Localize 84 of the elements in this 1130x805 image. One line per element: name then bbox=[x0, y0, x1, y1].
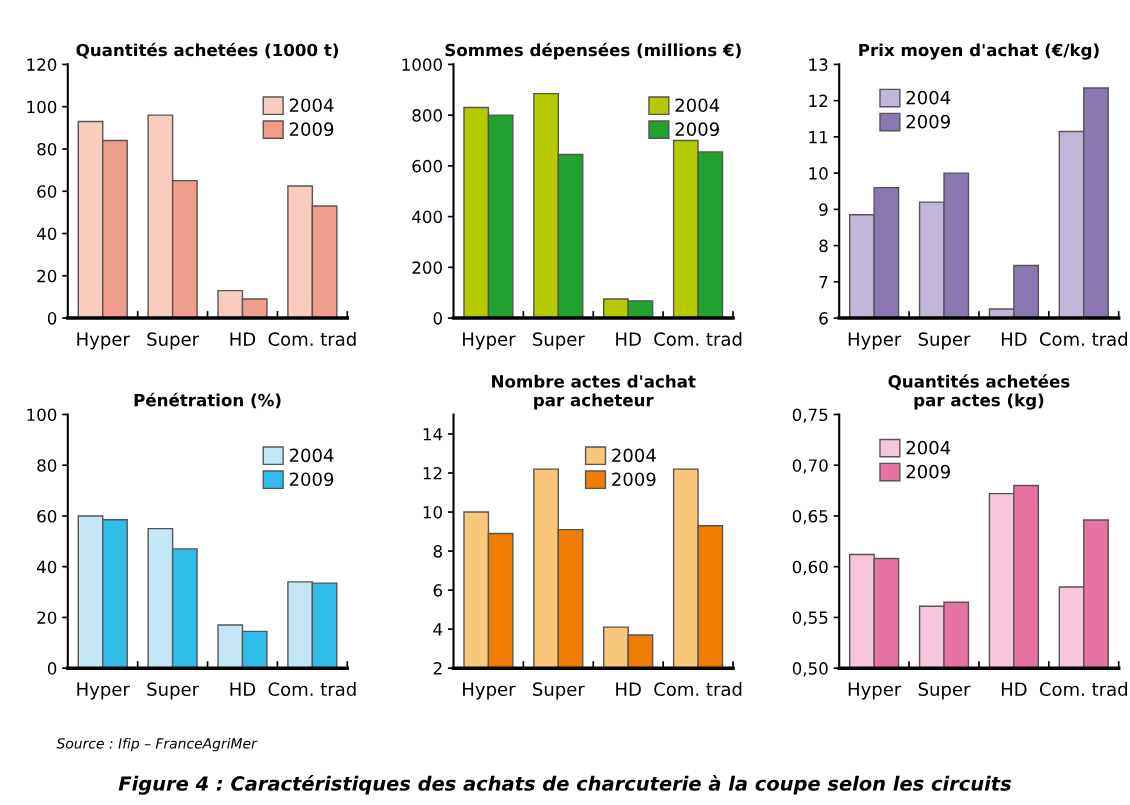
y-tick-label: 100 bbox=[27, 408, 57, 422]
y-tick-label: 1000 bbox=[402, 58, 442, 71]
y-tick-label: 8 bbox=[819, 239, 828, 253]
y-tick-label: 800 bbox=[412, 109, 442, 122]
legend-label: 2009 bbox=[906, 464, 950, 479]
y-tick-label: 0,55 bbox=[792, 611, 828, 626]
x-tick-label: Com. trad bbox=[268, 331, 356, 346]
x-tick-label: HD bbox=[230, 682, 256, 696]
y-tick-label: 10 bbox=[809, 167, 828, 180]
y-tick-label: 0 bbox=[47, 662, 57, 675]
legend-label: 2009 bbox=[289, 472, 334, 487]
x-tick-label: HD bbox=[1001, 332, 1027, 346]
x-tick-label: Hyper bbox=[77, 332, 130, 350]
y-tick-label: 0,70 bbox=[792, 459, 828, 474]
y-tick-label: 0,60 bbox=[792, 560, 828, 575]
y-tick-label: 100 bbox=[27, 100, 57, 114]
y-tick-label: 7 bbox=[819, 276, 828, 289]
chart-title: Quantités achetées (1000 t) bbox=[76, 42, 339, 59]
legend-label: 2004 bbox=[289, 98, 334, 113]
legend-label: 2009 bbox=[612, 472, 656, 487]
x-tick-label: Com. trad bbox=[654, 682, 742, 697]
y-tick-label: 120 bbox=[27, 58, 57, 71]
chart-title: Pénétration (%) bbox=[134, 392, 281, 409]
x-tick-label: Super bbox=[918, 332, 971, 350]
x-tick-label: Super bbox=[147, 332, 200, 350]
caption: Figure 4 : Caractéristiques des achats de charcuterie à la coupe selon les circuits bbox=[118, 775, 1011, 795]
chart-title: Prix moyen d'achat (€/kg) bbox=[859, 43, 1099, 60]
y-tick-label: 0 bbox=[47, 312, 57, 325]
y-tick-label: 60 bbox=[37, 509, 57, 523]
y-tick-label: 600 bbox=[412, 159, 442, 173]
x-tick-label: Super bbox=[533, 332, 585, 350]
y-tick-label: 60 bbox=[37, 185, 57, 198]
chart-title: Quantités achetées par actes (kg) bbox=[888, 374, 1070, 410]
x-tick-label: Com. trad bbox=[1039, 331, 1127, 346]
x-tick-label: Com. trad bbox=[654, 331, 742, 346]
legend-label: 2004 bbox=[906, 90, 951, 105]
chart-title: Nombre actes d'achat par acheteur bbox=[492, 374, 696, 410]
x-tick-label: Com. trad bbox=[1039, 682, 1127, 697]
y-tick-label: 13 bbox=[809, 58, 828, 71]
y-tick-label: 0,75 bbox=[792, 408, 828, 423]
x-tick-label: Hyper bbox=[463, 682, 516, 700]
legend-label: 2009 bbox=[289, 122, 334, 137]
x-tick-label: Hyper bbox=[463, 332, 516, 350]
x-tick-label: Super bbox=[147, 682, 200, 700]
chart-title: Sommes dépensées (millions €) bbox=[445, 42, 741, 60]
legend-label: 2004 bbox=[675, 98, 720, 113]
y-tick-label: 0 bbox=[433, 312, 442, 325]
y-tick-label: 20 bbox=[37, 269, 57, 283]
x-tick-label: HD bbox=[230, 332, 256, 346]
x-tick-label: Super bbox=[533, 682, 585, 700]
legend-label: 2009 bbox=[906, 114, 950, 129]
y-tick-label: 12 bbox=[423, 466, 442, 480]
x-tick-label: HD bbox=[616, 682, 641, 696]
y-tick-label: 10 bbox=[423, 506, 442, 519]
y-tick-label: 12 bbox=[809, 94, 828, 107]
y-tick-label: 40 bbox=[36, 227, 57, 241]
y-tick-label: 2 bbox=[433, 662, 442, 675]
x-tick-label: HD bbox=[616, 332, 641, 346]
y-tick-label: 8 bbox=[433, 545, 442, 558]
y-tick-label: 14 bbox=[423, 428, 443, 441]
y-tick-label: 11 bbox=[809, 131, 828, 144]
x-tick-label: HD bbox=[1001, 682, 1027, 696]
y-tick-label: 200 bbox=[412, 261, 442, 274]
y-tick-label: 80 bbox=[37, 142, 57, 156]
x-tick-label: Com. trad bbox=[268, 682, 356, 697]
legend-label: 2009 bbox=[675, 122, 719, 137]
y-tick-label: 6 bbox=[819, 312, 828, 325]
y-tick-label: 400 bbox=[412, 210, 442, 224]
x-tick-label: Hyper bbox=[848, 332, 902, 350]
y-tick-label: 20 bbox=[37, 611, 57, 624]
legend-label: 2004 bbox=[906, 440, 951, 455]
legend-label: 2004 bbox=[289, 448, 334, 463]
source-note: Source : Ifip – FranceAgriMer bbox=[56, 737, 258, 752]
y-tick-label: 6 bbox=[433, 584, 443, 597]
y-tick-label: 9 bbox=[819, 203, 828, 216]
legend-label: 2004 bbox=[612, 448, 656, 463]
x-tick-label: Hyper bbox=[77, 682, 130, 700]
y-tick-label: 80 bbox=[37, 459, 57, 472]
y-tick-label: 0,65 bbox=[792, 509, 828, 525]
y-tick-label: 40 bbox=[36, 560, 57, 574]
x-tick-label: Hyper bbox=[848, 682, 902, 700]
x-tick-label: Super bbox=[918, 682, 971, 700]
y-tick-label: 4 bbox=[433, 623, 443, 636]
y-tick-label: 0,50 bbox=[792, 662, 828, 677]
